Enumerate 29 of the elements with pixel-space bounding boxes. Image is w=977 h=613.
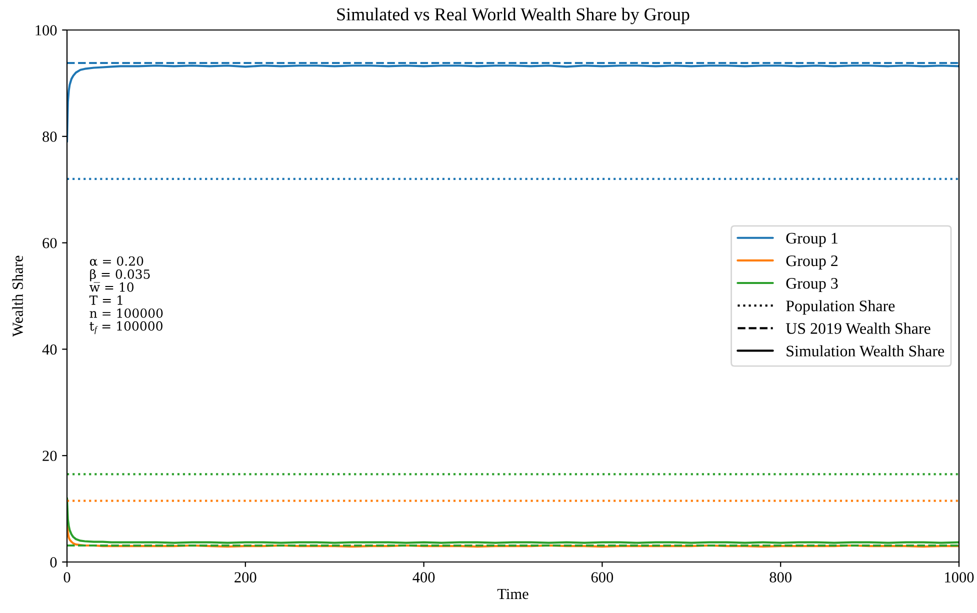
chart-title: Simulated vs Real World Wealth Share by Group [337,8,690,24]
legend-label: US 2019 Wealth Share [786,322,930,334]
x-tick-label: 0 [64,572,70,582]
legend-label: Group 2 [786,255,838,270]
annotation: t$_{f}$ = 100000 [90,321,162,334]
x-tick-label: 200 [234,572,256,582]
x-axis-title: Time [497,588,528,600]
y-tick-label: 0 [50,557,57,568]
x-tick-label: 800 [770,572,792,582]
annotation: α = 0.20 [90,256,144,266]
annotation: n = 100000 [90,308,163,318]
y-tick-label: 40 [42,344,57,355]
y-axis-title: Wealth Share [12,256,24,337]
line-series [67,497,959,544]
y-tick-label: 80 [42,132,57,142]
legend-label: Group 1 [786,232,838,247]
annotation: β = 0.035 [90,269,150,282]
annotation: w̅ = 10 [90,282,134,292]
line-series [67,64,959,143]
legend-label: Simulation Wealth Share [786,345,944,357]
legend-label: Population Share [786,300,895,315]
annotation: T = 1 [89,295,122,305]
y-tick-label: 100 [36,25,57,36]
y-tick-label: 60 [42,238,57,248]
legend-label: Group 3 [786,278,838,292]
y-tick-label: 20 [42,450,57,462]
x-tick-label: 400 [412,572,435,582]
x-tick-label: 600 [591,572,614,582]
x-tick-label: 1000 [945,572,974,582]
